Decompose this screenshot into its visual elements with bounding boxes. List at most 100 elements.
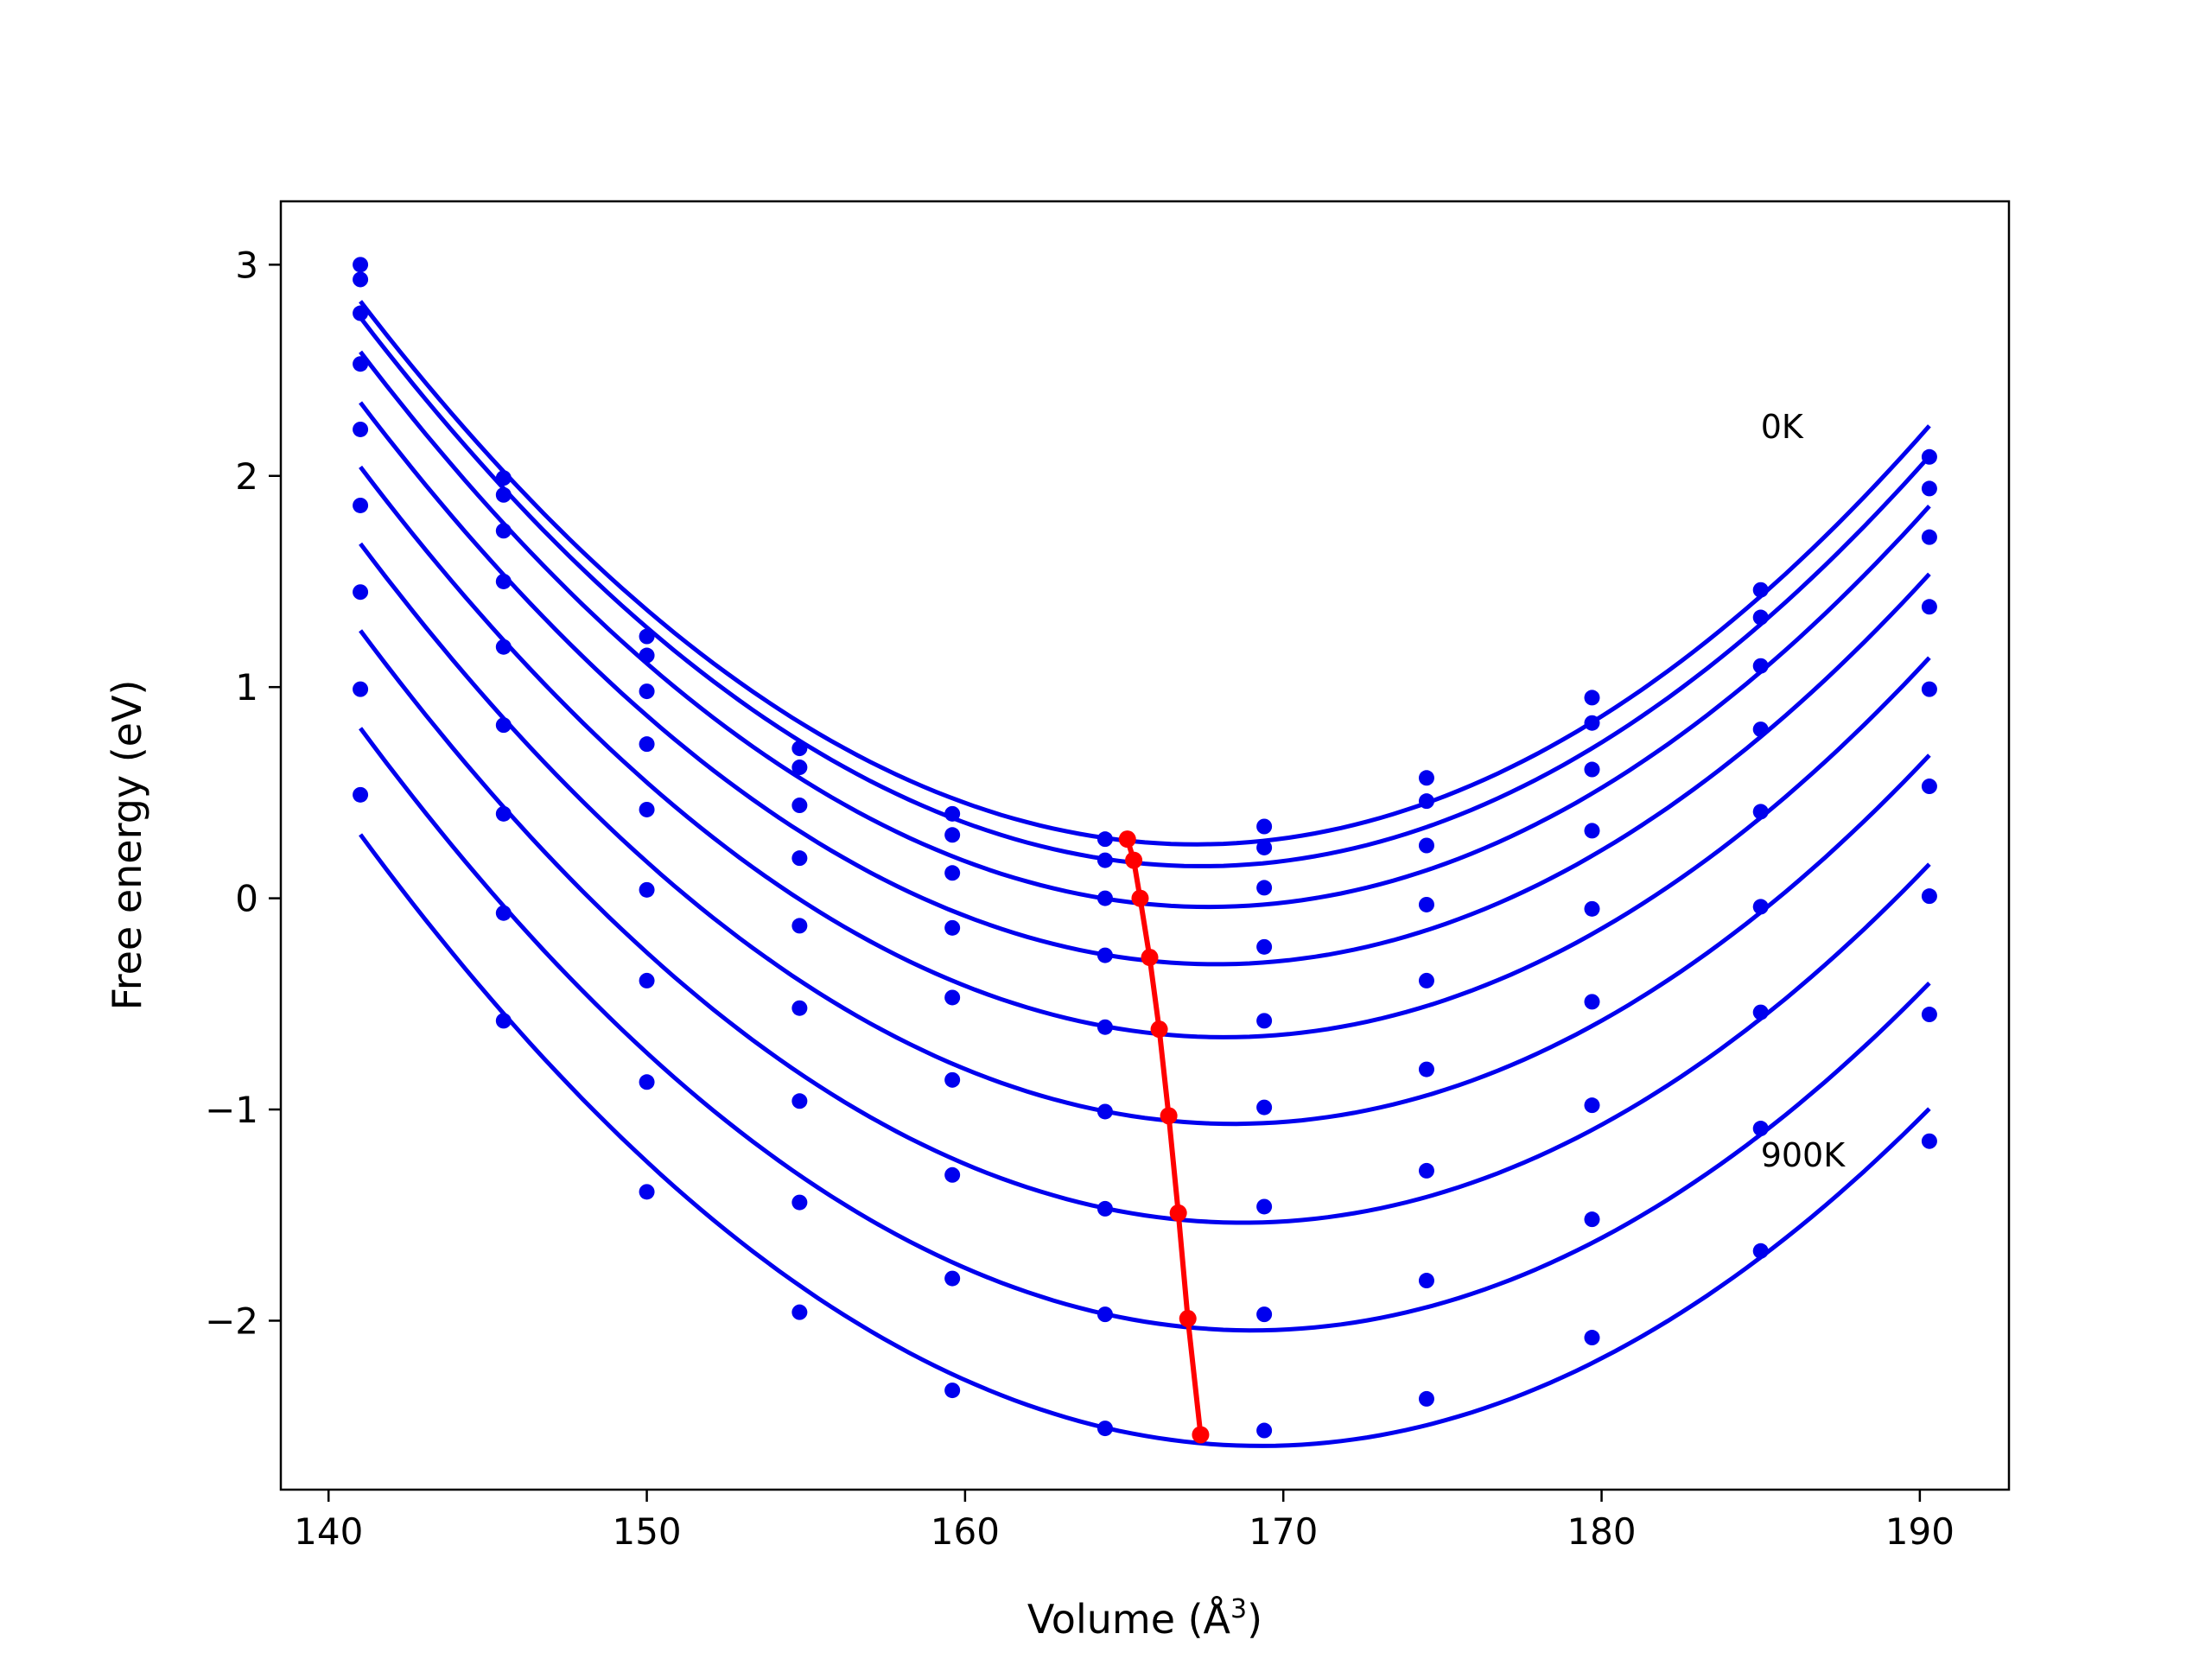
series-7-point-2 <box>639 1074 655 1090</box>
series-6-point-8 <box>1584 1097 1600 1114</box>
series-7-point-9 <box>1752 1121 1769 1137</box>
series-line-0 <box>359 300 1931 847</box>
minimum-point-2 <box>1131 889 1149 907</box>
series-0-point-5 <box>1096 831 1113 848</box>
y-tick-label: 3 <box>235 244 258 286</box>
series-2-point-3 <box>791 798 808 814</box>
series-1-point-1 <box>495 486 512 503</box>
y-tick-label: −2 <box>205 1300 258 1342</box>
annotation-label: 900K <box>1761 1136 1847 1174</box>
y-axis-ticks: −2 −1 0 1 2 3 <box>205 244 281 1342</box>
x-tick-label: 170 <box>1249 1510 1318 1553</box>
series-4-point-4 <box>944 989 961 1006</box>
series-7-point-6 <box>1256 1306 1273 1323</box>
series-2-point-9 <box>1752 658 1769 674</box>
x-tick-label: 150 <box>612 1510 681 1553</box>
minima-layer <box>1118 830 1210 1444</box>
series-2-point-0 <box>353 305 369 321</box>
series-3-point-10 <box>1921 599 1937 615</box>
x-tick-label: 180 <box>1567 1510 1636 1553</box>
x-tick-label: 140 <box>294 1510 363 1553</box>
series-6-point-1 <box>495 805 512 822</box>
series-8-point-2 <box>639 1184 655 1200</box>
series-1-point-9 <box>1752 609 1769 626</box>
series-3-point-4 <box>944 919 961 936</box>
series-4-point-5 <box>1096 1019 1113 1035</box>
series-6-point-0 <box>353 584 369 601</box>
series-0-point-8 <box>1584 690 1600 706</box>
series-5-point-7 <box>1418 1061 1434 1077</box>
minimum-point-1 <box>1125 851 1143 869</box>
y-axis-label: Free energy (eV) <box>104 680 150 1011</box>
series-2-point-6 <box>1256 880 1273 896</box>
series-7-point-4 <box>944 1270 961 1287</box>
series-0-point-0 <box>353 257 369 273</box>
series-line-2 <box>359 350 1931 910</box>
series-6-point-7 <box>1418 1162 1434 1179</box>
x-tick-label: 160 <box>931 1510 1000 1553</box>
series-3-point-7 <box>1418 896 1434 912</box>
series-5-point-2 <box>639 881 655 898</box>
series-4-point-1 <box>495 639 512 655</box>
series-7-point-10 <box>1921 1007 1937 1023</box>
series-1-point-6 <box>1256 839 1273 855</box>
annotation-label: 0K <box>1761 408 1804 446</box>
series-6-point-2 <box>639 972 655 988</box>
series-2-point-10 <box>1921 529 1937 545</box>
series-7-point-7 <box>1418 1273 1434 1289</box>
series-5-point-0 <box>353 497 369 513</box>
series-8-point-0 <box>353 786 369 803</box>
series-1-point-0 <box>353 271 369 288</box>
series-1-point-5 <box>1096 852 1113 868</box>
series-3-point-3 <box>791 850 808 867</box>
series-5-point-6 <box>1256 1099 1273 1116</box>
series-4-point-3 <box>791 918 808 934</box>
series-2-point-4 <box>944 865 961 881</box>
series-5-point-4 <box>944 1071 961 1088</box>
curves-layer <box>353 257 1937 1448</box>
series-3-point-6 <box>1256 938 1273 955</box>
series-8-point-8 <box>1584 1330 1600 1346</box>
series-2-point-8 <box>1584 761 1600 778</box>
annotations: 0K 900K <box>1761 408 1847 1174</box>
series-5-point-8 <box>1584 994 1600 1010</box>
series-line-1 <box>359 315 1931 868</box>
series-0-point-9 <box>1752 582 1769 598</box>
series-4-point-8 <box>1584 900 1600 917</box>
series-line-5 <box>359 542 1931 1127</box>
series-3-point-5 <box>1096 947 1113 963</box>
series-5-point-3 <box>791 1000 808 1016</box>
x-axis-label: Volume (Å3) <box>1027 1594 1262 1643</box>
plot-frame <box>279 200 2011 1491</box>
series-3-point-8 <box>1584 823 1600 839</box>
series-5-point-9 <box>1752 899 1769 915</box>
series-6-point-5 <box>1096 1200 1113 1217</box>
series-3-point-0 <box>353 356 369 372</box>
x-axis-ticks: 140 150 160 170 180 190 <box>294 1490 1955 1553</box>
series-2-point-1 <box>495 523 512 539</box>
minimum-point-0 <box>1118 830 1136 849</box>
series-4-point-0 <box>353 421 369 437</box>
series-6-point-3 <box>791 1093 808 1109</box>
minimum-point-8 <box>1192 1426 1210 1444</box>
series-4-point-10 <box>1921 681 1937 697</box>
series-2-point-7 <box>1418 837 1434 854</box>
series-1-point-10 <box>1921 480 1937 497</box>
minima-line <box>1124 838 1204 1435</box>
series-8-point-1 <box>495 1013 512 1029</box>
series-line-4 <box>359 465 1931 1039</box>
series-6-point-4 <box>944 1166 961 1183</box>
series-2-point-5 <box>1096 890 1113 906</box>
minimum-point-7 <box>1179 1310 1197 1328</box>
series-4-point-6 <box>1256 1013 1273 1029</box>
series-8-point-4 <box>944 1382 961 1399</box>
series-7-point-1 <box>495 905 512 921</box>
minimum-point-4 <box>1150 1020 1168 1039</box>
series-4-point-9 <box>1752 804 1769 820</box>
series-2-point-2 <box>639 683 655 700</box>
series-8-point-10 <box>1921 1133 1937 1149</box>
series-0-point-7 <box>1418 770 1434 786</box>
series-3-point-2 <box>639 736 655 753</box>
series-1-point-8 <box>1584 715 1600 731</box>
